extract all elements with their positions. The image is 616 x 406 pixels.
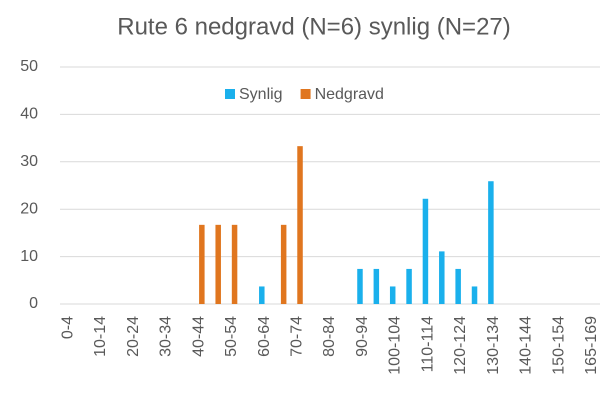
legend-swatch	[300, 89, 311, 99]
y-tick-label: 40	[20, 106, 38, 123]
x-tick-label: 30-34	[158, 316, 175, 357]
x-tick-label: 165-169	[583, 316, 600, 375]
x-tick-label: 90-94	[354, 316, 371, 357]
y-tick-label: 20	[20, 200, 38, 217]
x-tick-label: 70-74	[288, 316, 305, 357]
bar	[488, 181, 494, 304]
x-tick-label: 0-4	[59, 316, 76, 339]
y-tick-label: 10	[20, 248, 38, 265]
x-tick-label: 130-134	[485, 316, 502, 375]
x-tick-label: 60-64	[256, 316, 273, 357]
x-tick-label: 40-44	[190, 316, 207, 357]
legend-label: Synlig	[239, 86, 283, 103]
bar	[389, 286, 396, 304]
x-tick-label: 140-144	[518, 316, 535, 375]
x-tick-label: 20-24	[125, 316, 142, 357]
y-tick-label: 0	[29, 295, 38, 312]
bar	[406, 268, 412, 304]
bar	[297, 146, 303, 304]
y-tick-label: 30	[20, 153, 38, 170]
legend-label: Nedgravd	[315, 86, 384, 103]
x-tick-label: 150-154	[550, 316, 567, 375]
legend-swatch	[225, 89, 235, 99]
bar	[357, 268, 363, 304]
bar	[422, 198, 429, 304]
x-tick-label: 100-104	[387, 316, 404, 375]
x-tick-label: 80-84	[321, 316, 338, 357]
chart-title: Rute 6 nedgravd (N=6) synlig (N=27)	[117, 13, 511, 40]
bar	[215, 224, 221, 304]
bar	[439, 251, 445, 304]
y-tick-label: 50	[20, 58, 38, 75]
bar	[199, 224, 205, 304]
x-tick-label: 120-124	[452, 316, 469, 375]
x-tick-label: 10-14	[92, 316, 109, 357]
bar	[231, 224, 238, 304]
bar	[280, 224, 287, 304]
x-tick-label: 50-54	[223, 316, 240, 357]
x-tick-label: 110-114	[419, 316, 436, 372]
bar	[471, 286, 478, 304]
bar	[455, 268, 461, 304]
bar	[373, 268, 380, 304]
bar	[259, 286, 265, 304]
